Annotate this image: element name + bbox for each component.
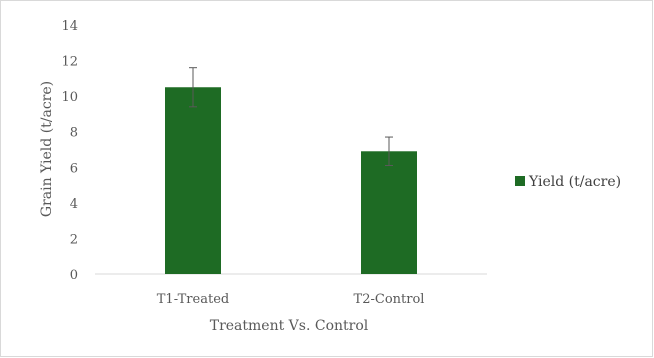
bar (361, 151, 417, 274)
y-tick-label: 12 (61, 55, 78, 70)
legend: Yield (t/acre) (515, 174, 621, 190)
x-tick-label: T1-Treated (157, 292, 229, 307)
y-tick-label: 6 (70, 161, 78, 176)
y-tick-label: 0 (70, 268, 78, 283)
y-axis-title: Grain Yield (t/acre) (39, 81, 55, 217)
y-tick-label: 4 (70, 197, 78, 212)
y-tick-label: 8 (70, 126, 78, 141)
plot-area: 0 2 4 6 8 10 12 14 T1-Treated T2-Control (61, 19, 487, 307)
x-tick-label: T2-Control (354, 292, 425, 307)
legend-swatch (515, 176, 525, 186)
bar (165, 87, 221, 274)
x-axis-title: Treatment Vs. Control (210, 318, 369, 334)
y-tick-label: 14 (61, 19, 78, 34)
y-tick-label: 2 (70, 232, 78, 247)
legend-label: Yield (t/acre) (528, 174, 621, 190)
y-tick-label: 10 (61, 90, 78, 105)
